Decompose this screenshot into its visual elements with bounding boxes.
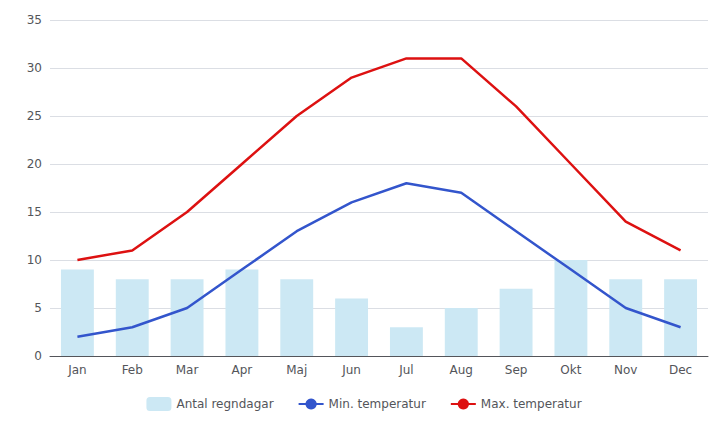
- svg-text:10: 10: [27, 253, 42, 267]
- svg-text:Min. temperatur: Min. temperatur: [329, 397, 426, 411]
- svg-text:Max. temperatur: Max. temperatur: [481, 397, 582, 411]
- svg-text:25: 25: [27, 109, 42, 123]
- svg-text:Apr: Apr: [232, 363, 253, 377]
- svg-text:Nov: Nov: [614, 363, 637, 377]
- svg-text:5: 5: [34, 301, 42, 315]
- svg-text:35: 35: [27, 13, 42, 27]
- svg-text:Mar: Mar: [176, 363, 199, 377]
- svg-text:Jan: Jan: [67, 363, 87, 377]
- svg-text:Okt: Okt: [560, 363, 581, 377]
- svg-text:0: 0: [34, 349, 42, 363]
- svg-text:Dec: Dec: [669, 363, 692, 377]
- svg-text:Jul: Jul: [398, 363, 413, 377]
- svg-text:30: 30: [27, 61, 42, 75]
- svg-text:Jun: Jun: [341, 363, 361, 377]
- svg-text:Feb: Feb: [122, 363, 143, 377]
- svg-text:15: 15: [27, 205, 42, 219]
- svg-text:Sep: Sep: [505, 363, 528, 377]
- svg-text:Antal regndagar: Antal regndagar: [176, 397, 273, 411]
- svg-text:Maj: Maj: [286, 363, 307, 377]
- svg-text:Aug: Aug: [450, 363, 473, 377]
- svg-text:20: 20: [27, 157, 42, 171]
